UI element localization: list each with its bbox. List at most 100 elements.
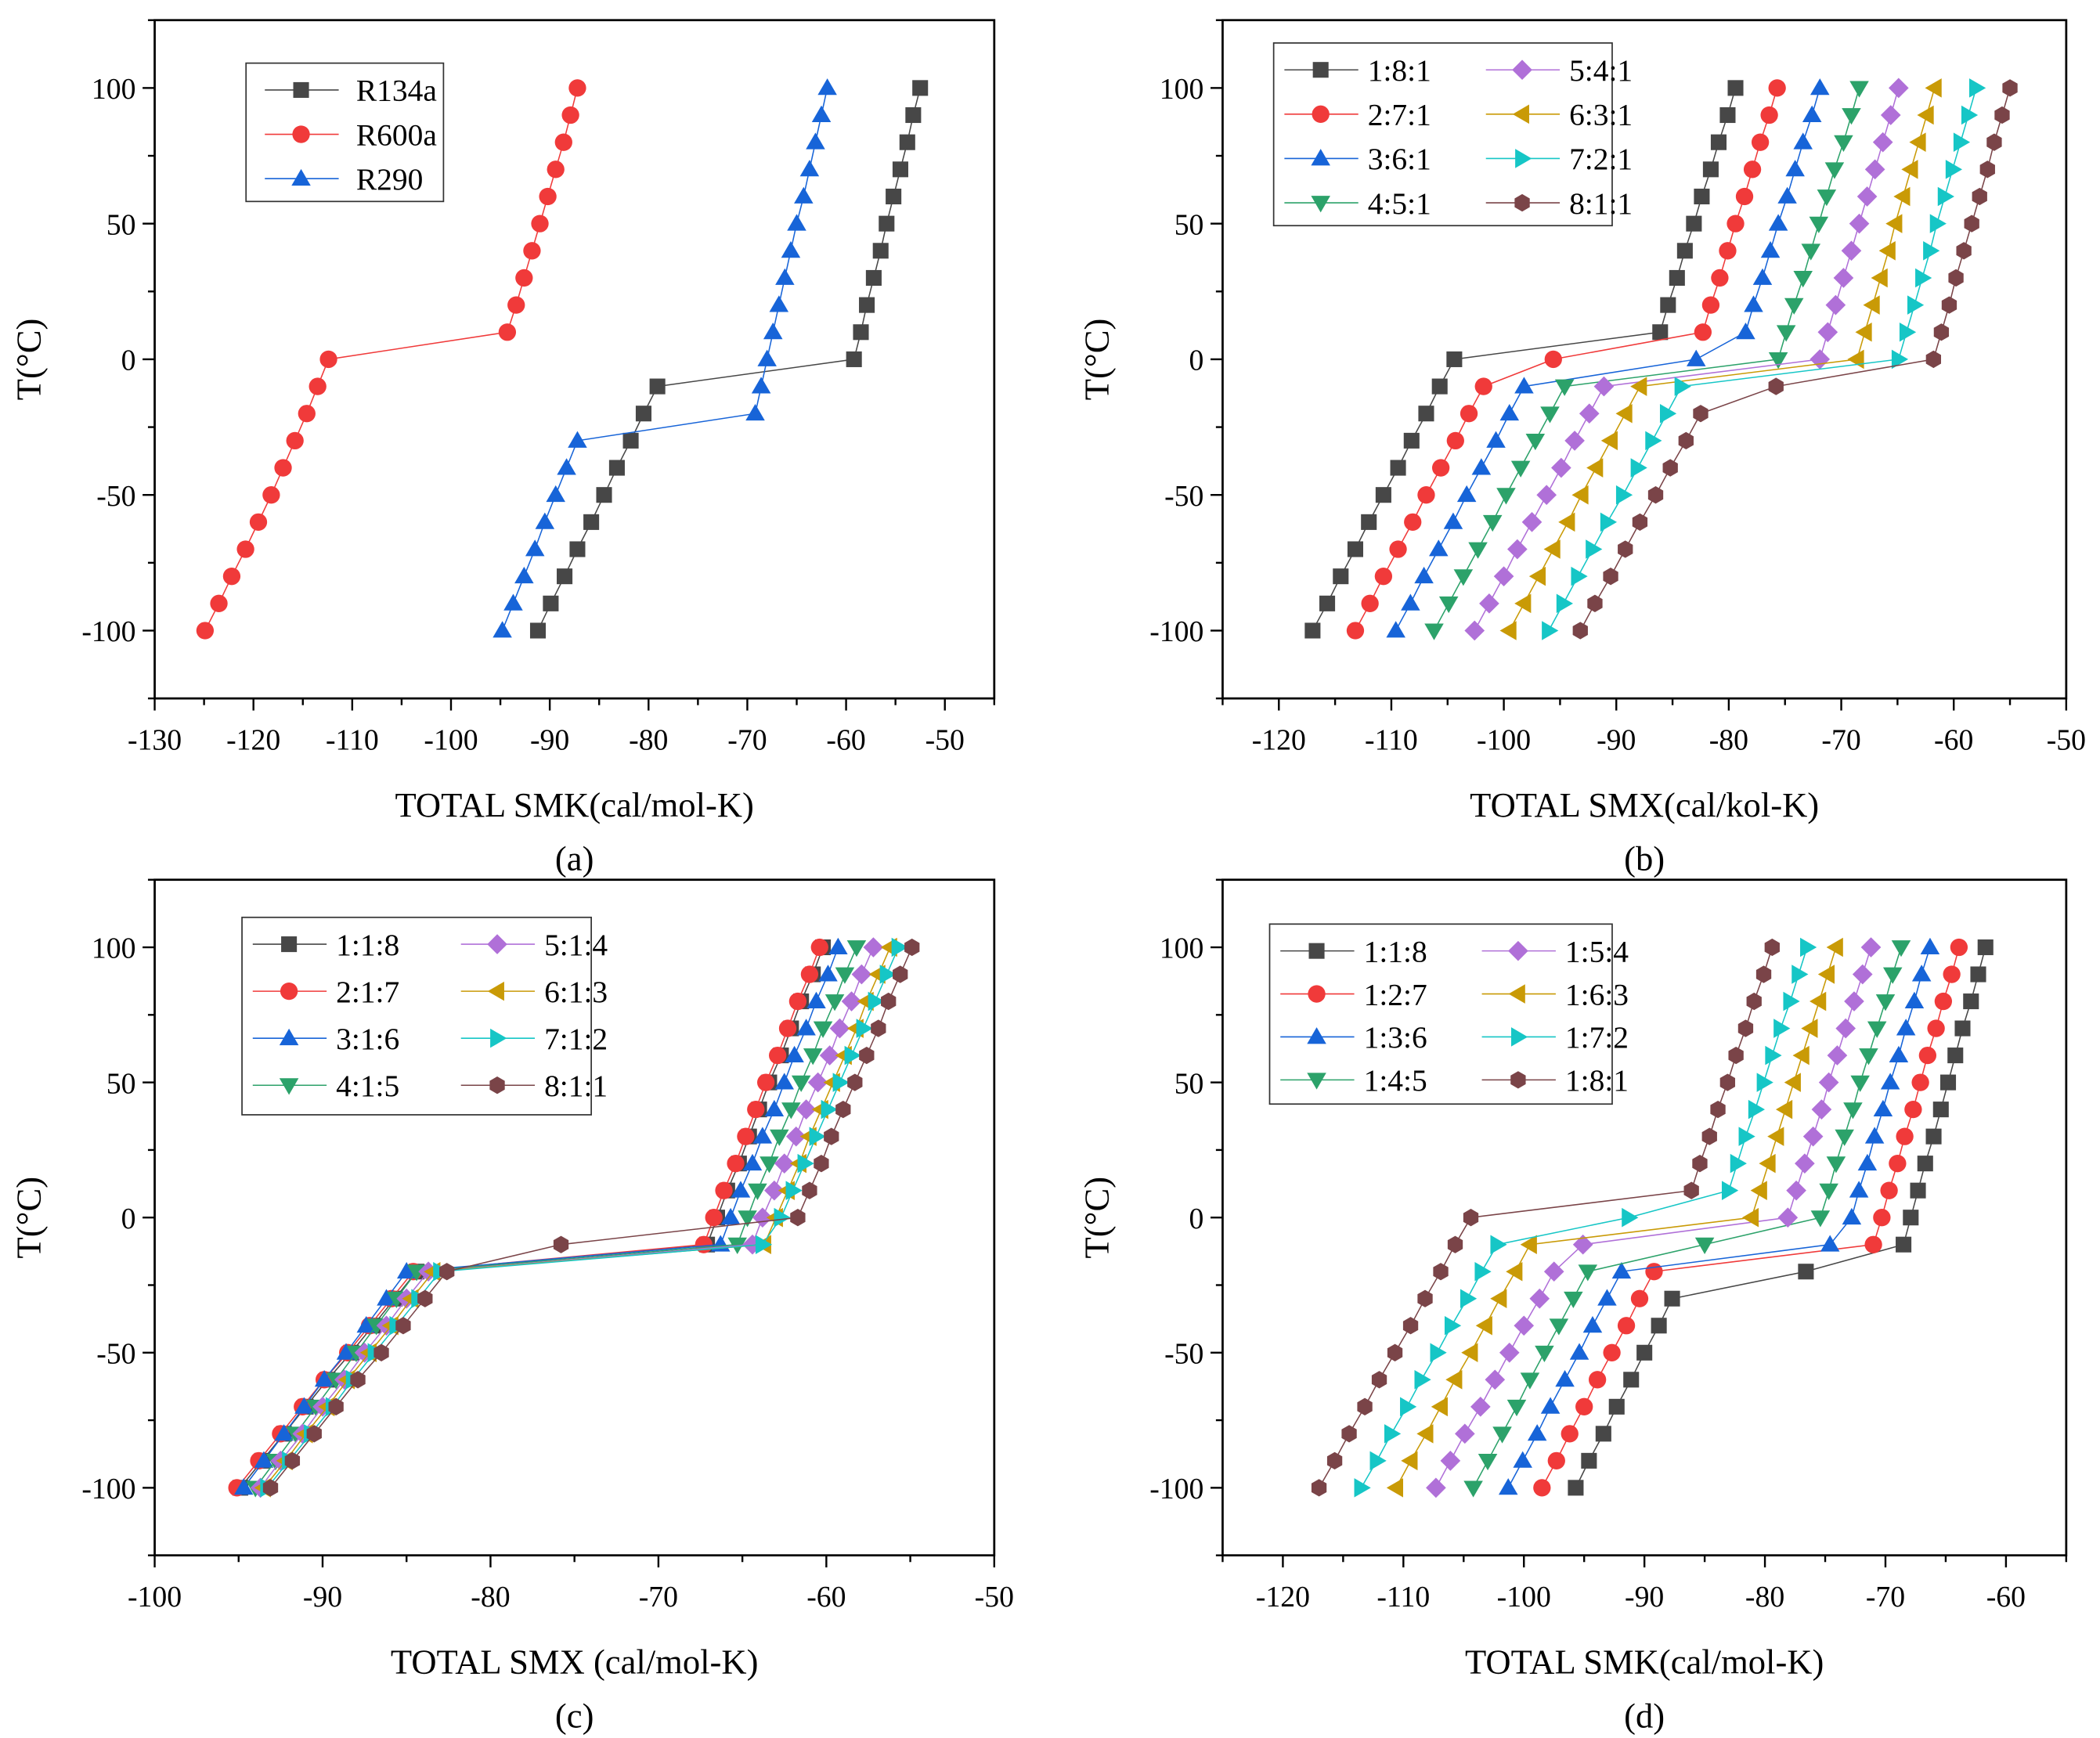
data-point [1414,566,1434,584]
legend-marker [281,936,298,953]
data-point [774,1207,791,1228]
data-point [1736,323,1755,340]
data-point [1575,1397,1593,1415]
legend-marker [279,1078,299,1095]
data-point [1873,1209,1891,1227]
data-point [1693,405,1709,423]
series-1:3:6 [1498,937,1940,1495]
data-point [1387,1343,1403,1361]
data-point [1438,596,1459,614]
series-1:4:5 [1463,940,1911,1498]
data-point [1514,377,1534,394]
data-point [498,323,517,341]
data-point [1948,269,1964,287]
x-tick-label: -80 [471,1581,510,1614]
data-point [515,269,533,287]
data-point [1433,1263,1449,1281]
data-point [1492,1426,1512,1444]
x-tick-label: -90 [303,1581,342,1614]
data-point [1645,1263,1663,1281]
data-point [1357,1397,1373,1415]
x-tick-label: -50 [975,1581,1014,1614]
legend-marker [1311,196,1330,213]
legend-marker [291,168,311,186]
data-point [539,187,557,206]
data-point [1885,214,1903,233]
data-point [1618,540,1633,558]
chart-panel-d: -120 -110 -100 -90 -80 -70 -60 -100 -50 0 50 100 TOT… [1077,878,2068,1735]
data-point [769,295,789,312]
legend-entry: 1:2:7 [1280,977,1427,1011]
data-point [547,160,565,178]
data-point [1386,1478,1404,1498]
data-point [1827,1045,1848,1066]
data-point [1536,485,1557,506]
data-point [1424,623,1444,640]
y-tick-label: 100 [1160,932,1204,965]
data-point [1535,1345,1554,1363]
data-point [1579,403,1600,424]
data-point [1443,512,1463,529]
data-point [1595,1426,1611,1442]
data-point [1564,1291,1583,1309]
y-tick-label: 0 [1189,344,1204,377]
series-1:8:1 [1311,938,1780,1497]
legend: 1:8:1 2:7:1 3:6:1 4:5:1 5:4:1 6:3:1 7:2:1 8:1:1 [1272,42,1633,227]
legend-marker [1510,1071,1526,1089]
data-point [417,1289,433,1307]
data-point [1741,1207,1759,1228]
data-point [1760,106,1778,124]
data-point [1651,1318,1667,1334]
data-point [1847,349,1864,370]
data-point [1817,189,1837,207]
data-point [1767,1127,1784,1146]
data-point [1549,1318,1569,1336]
series-4:5:1 [1424,81,1869,640]
data-point [1899,323,1917,342]
data-point [1506,1399,1527,1417]
data-point [1859,1048,1878,1066]
data-point [262,486,280,504]
data-point [748,1183,767,1200]
data-point [844,1045,861,1066]
data-point [583,514,600,530]
data-point [1923,241,1940,261]
data-point [1972,187,1987,206]
data-point [1979,160,1995,178]
data-point [1738,1127,1755,1146]
legend-marker [1510,1027,1528,1047]
data-point [1963,993,1979,1010]
data-point [1470,1397,1491,1417]
data-point [1586,458,1604,478]
legend-label: 4:5:1 [1368,186,1431,221]
data-point [1835,1018,1856,1039]
data-point [1551,457,1571,478]
data-point [1499,621,1517,640]
data-point [1795,1153,1815,1174]
data-point [1514,1315,1535,1336]
legend-entry: 8:1:1 [460,1069,608,1103]
data-point [1554,379,1575,396]
legend-label: 7:2:1 [1569,142,1633,176]
data-point [503,593,523,611]
data-point [1600,512,1618,532]
data-point [751,377,771,394]
data-point [1371,1371,1387,1389]
data-point [810,938,828,957]
data-point [546,485,565,503]
legend-entry: 3:6:1 [1284,142,1431,176]
data-point [1834,135,1853,152]
data-point [1440,1451,1461,1471]
x-tick-label: -70 [1821,723,1860,756]
data-point [1496,488,1516,505]
data-point [863,937,884,957]
data-point [319,350,337,369]
data-point [1686,349,1706,366]
data-point [1528,566,1546,586]
data-point [752,1127,773,1144]
legend-label: 4:1:5 [336,1069,399,1103]
data-point [1474,377,1492,395]
x-tick-label: -80 [1709,723,1748,756]
legend-box [1268,923,1613,1105]
data-point [807,1072,828,1093]
